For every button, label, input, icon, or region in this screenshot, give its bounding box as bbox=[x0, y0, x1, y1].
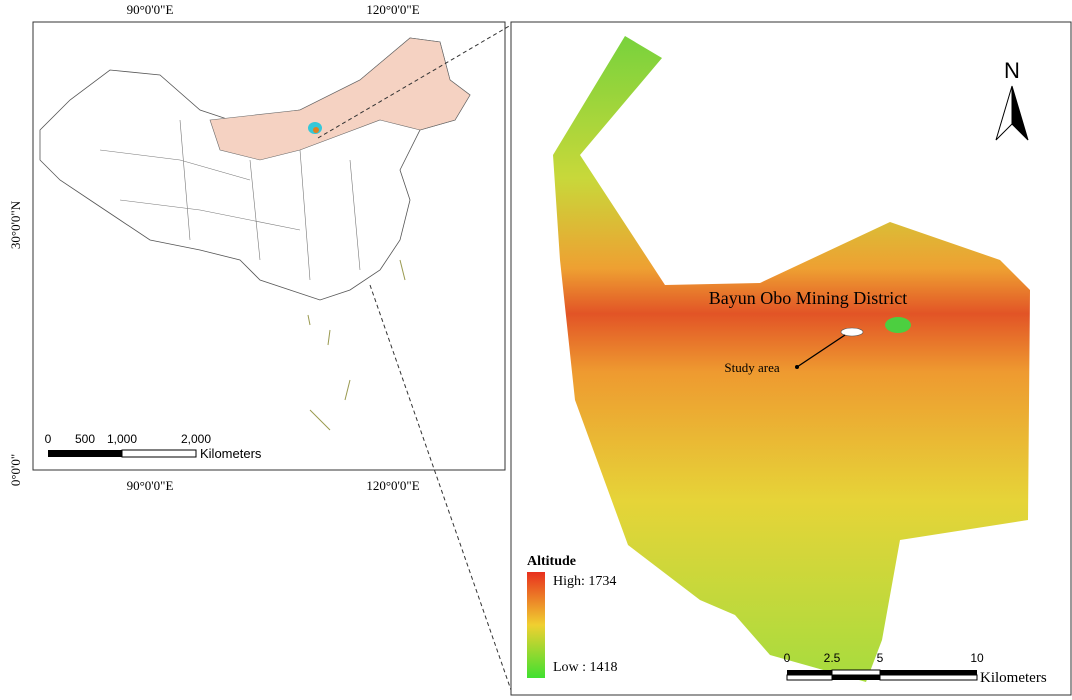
pointer bbox=[796, 334, 846, 368]
province-lines bbox=[99, 119, 361, 281]
scale-segment bbox=[787, 670, 832, 675]
scale-segment bbox=[48, 450, 122, 457]
scale-tick: 10 bbox=[970, 651, 984, 665]
scale-segment bbox=[121, 449, 197, 458]
scale-unit: Kilometers bbox=[980, 670, 1047, 686]
legend-high: High: 1734 bbox=[553, 574, 616, 589]
district-title: Bayun Obo Mining District bbox=[709, 288, 908, 308]
pointer-tip bbox=[795, 365, 799, 369]
elevation-raster bbox=[553, 36, 1030, 682]
north-label: N bbox=[1004, 58, 1020, 83]
scale-segment bbox=[880, 670, 977, 675]
highlighted-region bbox=[209, 37, 471, 161]
legend-title: Altitude bbox=[527, 554, 576, 569]
scale-segment bbox=[832, 675, 880, 680]
scale-tick: 1,000 bbox=[107, 432, 137, 446]
scale-tick: 5 bbox=[877, 651, 884, 665]
scale-tick: 2,000 bbox=[181, 432, 211, 446]
connector bbox=[369, 284, 512, 691]
scale-segment bbox=[831, 669, 881, 676]
left-label: 30°0'0"N bbox=[8, 200, 23, 249]
bottom-label: 90°0'0"E bbox=[127, 478, 174, 493]
pit bbox=[885, 317, 911, 333]
scale-unit: Kilometers bbox=[200, 446, 262, 461]
study-location-core bbox=[313, 127, 319, 133]
scale-segment bbox=[786, 674, 833, 681]
scale-tick: 500 bbox=[75, 432, 95, 446]
right-scale-bar: 0 2.5 5 10 Kilometers bbox=[784, 651, 1047, 686]
islands bbox=[307, 259, 406, 431]
study-area-marker bbox=[840, 327, 864, 337]
scale-tick: 2.5 bbox=[824, 651, 841, 665]
left-label: 0°0'0" bbox=[8, 454, 23, 486]
connector bbox=[317, 24, 512, 139]
legend-ramp bbox=[527, 572, 545, 678]
legend-low: Low : 1418 bbox=[553, 660, 618, 675]
top-label: 90°0'0"E bbox=[127, 2, 174, 17]
north-arrow-right bbox=[1011, 85, 1029, 141]
left-scale-bar: 0 500 1,000 2,000 Kilometers bbox=[45, 432, 262, 461]
top-label: 120°0'0"E bbox=[366, 2, 419, 17]
scale-tick: 0 bbox=[784, 651, 791, 665]
scale-segment bbox=[879, 674, 978, 681]
study-area-label: Study area bbox=[724, 360, 779, 375]
scale-tick: 0 bbox=[45, 432, 52, 446]
bottom-label: 120°0'0"E bbox=[366, 478, 419, 493]
